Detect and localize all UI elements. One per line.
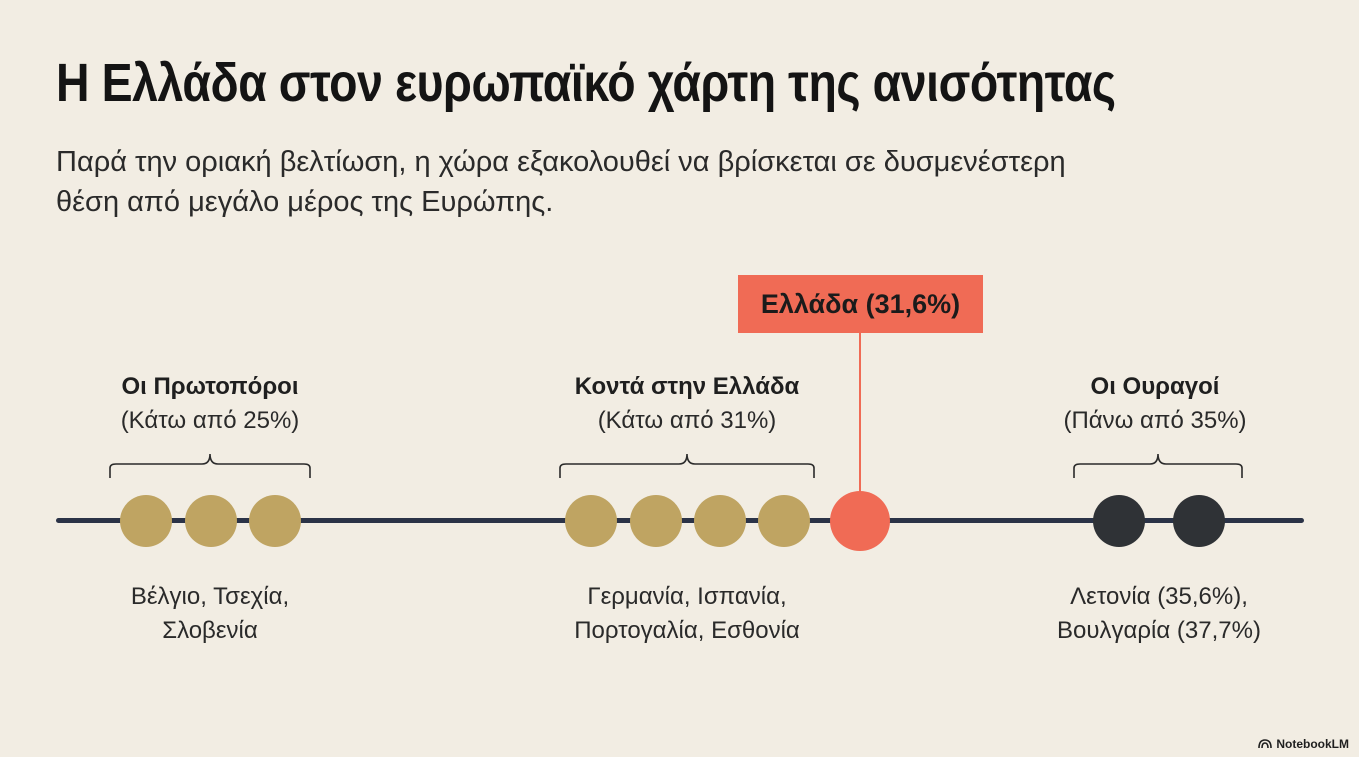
- dot-laggards-2: [1173, 495, 1225, 547]
- dot-greece: [830, 491, 890, 551]
- dot-near-greece-3: [694, 495, 746, 547]
- group-name: Οι Πρωτοπόροι: [121, 373, 299, 400]
- dot-near-greece-2: [630, 495, 682, 547]
- countries-line: Πορτογαλία, Εσθονία: [574, 617, 800, 644]
- dot-near-greece-4: [758, 495, 810, 547]
- brace-laggards: [1073, 453, 1243, 478]
- subtitle-line-1: Παρά την οριακή βελτίωση, η χώρα εξακολο…: [56, 146, 1066, 178]
- countries-near-greece: Γερμανία, Ισπανία, Πορτογαλία, Εσθονία: [517, 580, 857, 648]
- group-range: (Κάτω από 25%): [120, 407, 300, 434]
- countries-line: Σλοβενία: [162, 617, 258, 644]
- group-range: (Κάτω από 31%): [597, 407, 777, 434]
- subtitle-line-2: θέση από μεγάλο μέρος της Ευρώπης.: [56, 186, 554, 218]
- countries-laggards: Λετονία (35,6%), Βουλγαρία (37,7%): [989, 580, 1329, 648]
- greece-marker-label: Ελλάδα (31,6%): [738, 275, 983, 333]
- group-heading-laggards: Οι Ουραγοί (Πάνω από 35%): [995, 370, 1315, 438]
- group-heading-leaders: Οι Πρωτοπόροι (Κάτω από 25%): [50, 370, 370, 438]
- page-subtitle: Παρά την οριακή βελτίωση, η χώρα εξακολο…: [56, 142, 1276, 222]
- group-name: Οι Ουραγοί: [1090, 373, 1220, 400]
- countries-line: Γερμανία, Ισπανία,: [587, 583, 787, 610]
- dot-leaders-2: [185, 495, 237, 547]
- group-name: Κοντά στην Ελλάδα: [574, 373, 800, 400]
- page-title: Η Ελλάδα στον ευρωπαϊκό χάρτη της ανισότ…: [56, 53, 1116, 113]
- countries-line: Βέλγιο, Τσεχία,: [130, 583, 290, 610]
- group-range: (Πάνω από 35%): [1063, 407, 1247, 434]
- dot-near-greece-1: [565, 495, 617, 547]
- dot-laggards-1: [1093, 495, 1145, 547]
- countries-leaders: Βέλγιο, Τσεχία, Σλοβενία: [40, 580, 380, 648]
- brace-leaders: [109, 453, 311, 478]
- dot-leaders-1: [120, 495, 172, 547]
- countries-line: Βουλγαρία (37,7%): [1057, 617, 1261, 644]
- dot-leaders-3: [249, 495, 301, 547]
- countries-line: Λετονία (35,6%),: [1070, 583, 1248, 610]
- notebooklm-logo: NotebookLM: [1258, 737, 1349, 751]
- brace-near-greece: [559, 453, 815, 478]
- notebooklm-icon: [1258, 739, 1273, 749]
- logo-text: NotebookLM: [1276, 737, 1349, 751]
- greece-marker-line: [859, 333, 861, 493]
- group-heading-near-greece: Κοντά στην Ελλάδα (Κάτω από 31%): [527, 370, 847, 438]
